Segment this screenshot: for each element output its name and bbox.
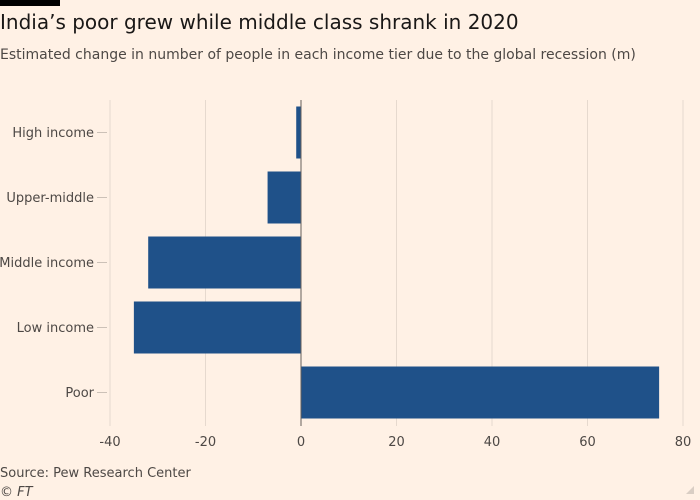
x-tick-label: -20 — [195, 435, 216, 450]
bar-poor — [301, 366, 660, 419]
accent-bar — [0, 0, 60, 6]
bar-low-income — [133, 301, 301, 354]
category-label: High income — [12, 126, 94, 141]
category-label: Poor — [65, 386, 94, 401]
category-label: Low income — [17, 321, 94, 336]
x-tick-label: -40 — [99, 435, 120, 450]
category-label: Upper-middle — [6, 191, 94, 206]
chart-title: India’s poor grew while middle class shr… — [0, 10, 519, 34]
corner-resize-icon — [686, 486, 694, 494]
category-label: Middle income — [0, 256, 94, 271]
x-tick-label: 60 — [579, 435, 596, 450]
bar-upper-middle — [267, 171, 301, 224]
bar-high-income — [296, 106, 301, 159]
source-note: Source: Pew Research Center — [0, 466, 191, 481]
x-tick-label: 40 — [484, 435, 501, 450]
copyright-note: © FT — [0, 485, 33, 500]
bar-chart: High income Upper-middle Middle income Low … — [0, 100, 692, 450]
bar-middle-income — [148, 236, 301, 289]
x-tick-label: 80 — [675, 435, 692, 450]
chart-subtitle: Estimated change in number of people in … — [0, 47, 636, 63]
x-tick-label: 20 — [388, 435, 405, 450]
x-tick-label: 0 — [297, 435, 305, 450]
